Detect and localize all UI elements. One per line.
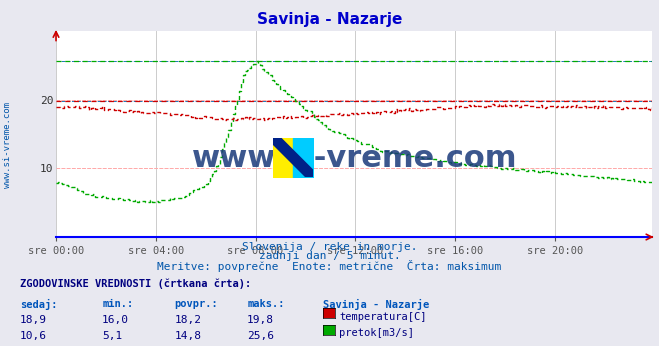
Text: www.si-vreme.com: www.si-vreme.com: [3, 102, 13, 188]
Text: ZGODOVINSKE VREDNOSTI (črtkana črta):: ZGODOVINSKE VREDNOSTI (črtkana črta):: [20, 279, 251, 289]
Text: pretok[m3/s]: pretok[m3/s]: [339, 328, 415, 338]
Text: 5,1: 5,1: [102, 331, 123, 342]
Text: povpr.:: povpr.:: [175, 299, 218, 309]
Text: 25,6: 25,6: [247, 331, 274, 342]
Text: 19,8: 19,8: [247, 315, 274, 325]
Text: Savinja - Nazarje: Savinja - Nazarje: [323, 299, 429, 310]
Text: maks.:: maks.:: [247, 299, 285, 309]
Text: 16,0: 16,0: [102, 315, 129, 325]
Text: Meritve: povprečne  Enote: metrične  Črta: maksimum: Meritve: povprečne Enote: metrične Črta:…: [158, 260, 501, 272]
Text: sedaj:: sedaj:: [20, 299, 57, 310]
Text: zadnji dan / 5 minut.: zadnji dan / 5 minut.: [258, 251, 401, 261]
Text: www.si-vreme.com: www.si-vreme.com: [192, 144, 517, 173]
Text: min.:: min.:: [102, 299, 133, 309]
Text: Slovenija / reke in morje.: Slovenija / reke in morje.: [242, 242, 417, 252]
Text: 18,9: 18,9: [20, 315, 47, 325]
Text: 10,6: 10,6: [20, 331, 47, 342]
Text: Savinja - Nazarje: Savinja - Nazarje: [257, 12, 402, 27]
Text: 14,8: 14,8: [175, 331, 202, 342]
Text: temperatura[C]: temperatura[C]: [339, 312, 427, 322]
Text: 18,2: 18,2: [175, 315, 202, 325]
